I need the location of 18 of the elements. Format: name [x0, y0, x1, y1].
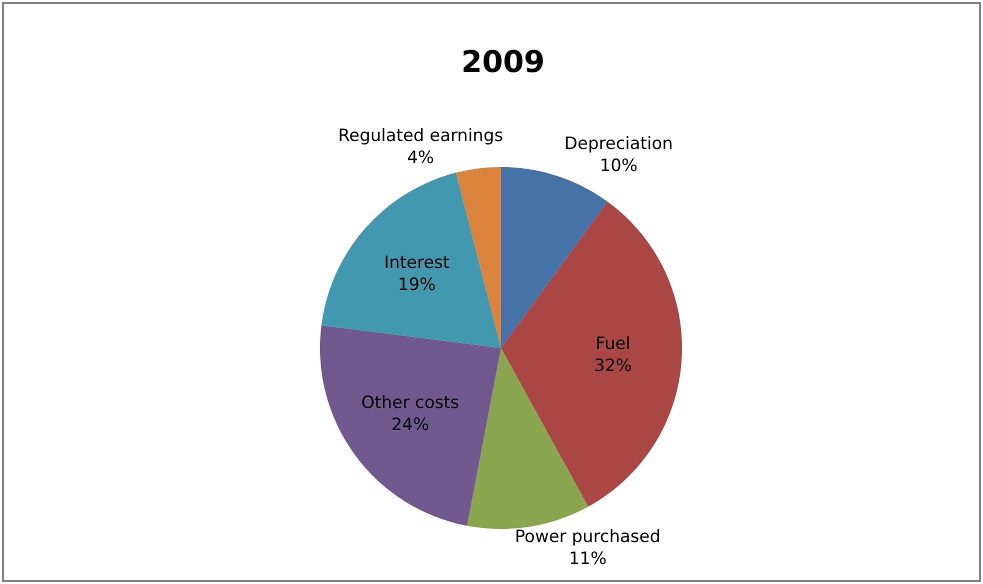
pie-slice	[320, 325, 501, 526]
slice-label: Other costs	[361, 392, 460, 413]
data-label: 19%	[398, 274, 436, 295]
slice-label: Power purchased	[514, 527, 661, 548]
data-label: 11%	[568, 549, 607, 570]
data-label: 24%	[391, 414, 430, 435]
slice-label: Depreciation	[564, 134, 673, 154]
slice-label: Regulated earnings	[338, 126, 504, 146]
pie-slice	[456, 167, 501, 348]
data-label: 10%	[600, 156, 638, 176]
slice-label: Fuel	[596, 334, 630, 354]
chart-title: 2009	[461, 45, 545, 80]
pie-slice	[321, 172, 501, 348]
data-label: 4%	[407, 148, 434, 168]
slice-label: Interest	[384, 252, 450, 273]
pie-slice	[501, 202, 682, 507]
data-label: 32%	[594, 356, 632, 376]
pie-slice	[467, 348, 588, 529]
